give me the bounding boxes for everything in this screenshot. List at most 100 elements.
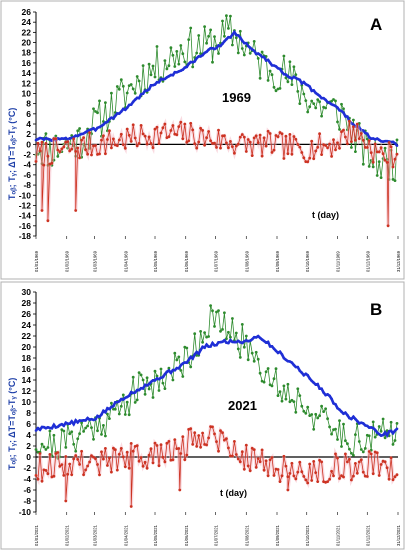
panel-b-series-blue-point (116, 400, 119, 404)
panel-a-series-green-point (171, 53, 175, 57)
panel-a-series-blue-point (379, 140, 383, 143)
panel-a-series-blue-point (264, 59, 268, 62)
panel-a-series-red-point (330, 155, 333, 158)
panel-b-series-green-point (151, 396, 155, 399)
panel-b-series-blue-point (324, 393, 327, 397)
panel-b-series-red-point (70, 473, 74, 477)
panel-b-series-blue-point (219, 340, 222, 344)
panel-a-series-blue-point (217, 44, 220, 47)
panel-a-series-green-point (153, 75, 157, 79)
panel-a-series-red-point (282, 157, 286, 160)
panel-a-series-green-point (181, 52, 185, 56)
panel-b-series-blue-point (143, 383, 147, 387)
panel-a-series-red-point (125, 127, 129, 131)
panel-b-plot: -10-8-6-4-202468101214161820222426283001… (19, 287, 401, 546)
panel-a-series-green-point (395, 138, 399, 142)
panel-a-series-red-point (187, 139, 191, 143)
panel-a-series-blue-point (183, 66, 187, 69)
panel-b-series-red-point (46, 472, 50, 476)
panel-b-series-green-point (179, 369, 183, 372)
panel-b-series-red-point (179, 452, 183, 455)
panel-a-series-blue-point (179, 69, 183, 72)
panel-b-series-green-point (266, 367, 270, 370)
panel-a-series-blue-point (326, 100, 329, 104)
panel-a-series-red-point (359, 132, 363, 135)
panel-a-series-green-point (135, 75, 139, 78)
panel-a-series-blue-point (393, 142, 397, 145)
panel-a-series-red-point (286, 152, 290, 156)
panel-a-series-red-point (181, 137, 185, 141)
panel-a-series-green-point (306, 110, 310, 114)
panel-a-series-blue-point (125, 106, 129, 109)
panel-a-series-red-point (248, 140, 252, 144)
panel-b-series-green-point (127, 413, 131, 417)
panel-b-series-blue-point (175, 366, 179, 370)
panel-b-series-green-point (352, 453, 355, 457)
panel-a-y-tick-label: -18 (19, 231, 32, 241)
panel-a-series-red-point (102, 134, 105, 138)
panel-b-series-green-point (395, 422, 399, 425)
panel-b-series-blue-point (318, 387, 321, 391)
panel-a-series-blue-point (250, 48, 254, 51)
panel-b-series-blue-point (209, 345, 212, 348)
panel-b-series-green-point (300, 404, 304, 408)
panel-b-series-red-point (189, 427, 193, 431)
panel-b-series-green-point (106, 412, 109, 416)
panel-b-series-blue-point (213, 344, 216, 347)
panel-a-series-blue-point (298, 78, 302, 82)
panel-b-series-red-point (340, 474, 343, 478)
panel-a-series-blue-point (118, 112, 121, 115)
panel-a-series-red-point (387, 141, 391, 144)
panel-b-series-red-point (312, 460, 316, 463)
panel-a-series-green-point (270, 73, 274, 77)
panel-a-series-red-point (74, 209, 78, 212)
panel-b-series-red-point (129, 442, 133, 445)
panel-a-series-red-point (167, 135, 171, 139)
panel-a-series-red-point (112, 137, 115, 141)
panel-a-series-blue-point (114, 114, 117, 118)
panel-b-series-red-point (316, 480, 320, 483)
panel-b-series-blue-point (276, 351, 280, 355)
panel-a-x-tick-label: 01/09/1969 (275, 250, 280, 272)
panel-b-series-green-point (40, 442, 44, 446)
panel-b-series-green-point (161, 381, 165, 385)
panel-b-series-green-point (84, 426, 87, 430)
panel-b-series-green-point (219, 329, 222, 333)
panel-a-y-tick-label: -8 (23, 180, 31, 190)
panel-b-series-blue-point (278, 350, 282, 354)
panel-a-series-blue-point (106, 120, 109, 124)
panel-b-y-tick-label: 2 (26, 441, 31, 451)
panel-a-y-tick-label: 24 (22, 17, 32, 27)
panel-a-series-green-point (117, 87, 121, 91)
panel-b-series-blue-point (189, 355, 192, 359)
panel-b-series-blue-point (155, 377, 159, 380)
panel-b-series-green-point (280, 399, 284, 403)
panel-a-series-blue-point (284, 73, 288, 76)
panel-b-series-blue-point (181, 362, 185, 365)
panel-b-series-green-point (324, 407, 327, 411)
panel-b-series-green-point (62, 429, 66, 433)
panel-a-series-blue-point (102, 123, 105, 126)
panel-b-series-blue-point (120, 397, 123, 401)
panel-a-series-red-point (367, 139, 371, 143)
panel-a-series-green-point (336, 120, 339, 124)
panel-b-series-blue-point (42, 425, 46, 429)
panel-a-series-green-point (104, 101, 107, 104)
panel-a-series-blue-point (129, 103, 133, 106)
panel-b-series-green-point (254, 350, 258, 354)
panel-a-series-red-point (314, 149, 318, 153)
panel-b-series-blue-point (82, 419, 85, 422)
panel-b-x-tick-label: 01/11/2021 (336, 525, 341, 546)
panel-b-series-green-point (68, 432, 72, 436)
panel-a-series-green-point (248, 51, 252, 55)
panel-b-series-red-point (268, 458, 272, 462)
panel-a-series-green-point (334, 99, 337, 103)
panel-a-series-blue-point (167, 74, 171, 78)
panel-b-series-green-point (373, 435, 377, 439)
panel-a-y-tick-label: 16 (22, 58, 32, 68)
panel-a-series-blue-point (96, 126, 99, 130)
panel-b-series-green-point (153, 369, 157, 373)
panel-a-series-blue-point (346, 115, 349, 118)
panel-b-y-tick-label: -8 (23, 496, 31, 506)
panel-b-series-green-point (357, 440, 361, 443)
